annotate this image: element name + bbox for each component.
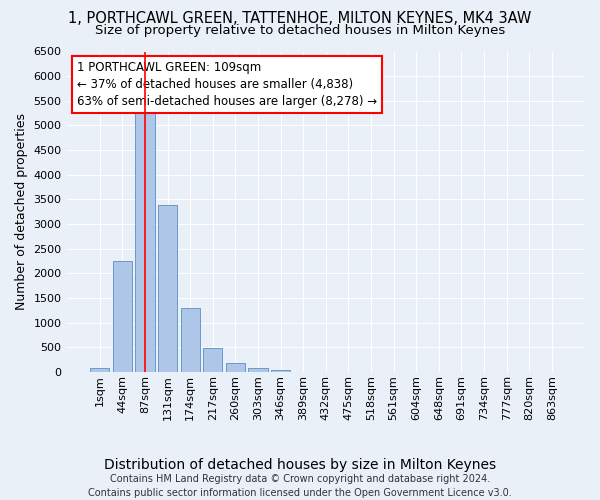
Bar — [226, 363, 245, 372]
Text: 1, PORTHCAWL GREEN, TATTENHOE, MILTON KEYNES, MK4 3AW: 1, PORTHCAWL GREEN, TATTENHOE, MILTON KE… — [68, 11, 532, 26]
Bar — [181, 308, 200, 372]
Bar — [158, 206, 177, 372]
Bar — [271, 370, 290, 372]
Bar — [90, 368, 109, 372]
Text: Size of property relative to detached houses in Milton Keynes: Size of property relative to detached ho… — [95, 24, 505, 37]
Text: Contains HM Land Registry data © Crown copyright and database right 2024.
Contai: Contains HM Land Registry data © Crown c… — [88, 474, 512, 498]
Text: Distribution of detached houses by size in Milton Keynes: Distribution of detached houses by size … — [104, 458, 496, 471]
Bar — [113, 260, 132, 372]
Text: 1 PORTHCAWL GREEN: 109sqm
← 37% of detached houses are smaller (4,838)
63% of se: 1 PORTHCAWL GREEN: 109sqm ← 37% of detac… — [77, 61, 377, 108]
Bar — [136, 104, 155, 372]
Bar — [203, 348, 223, 372]
Bar — [248, 368, 268, 372]
Y-axis label: Number of detached properties: Number of detached properties — [15, 114, 28, 310]
